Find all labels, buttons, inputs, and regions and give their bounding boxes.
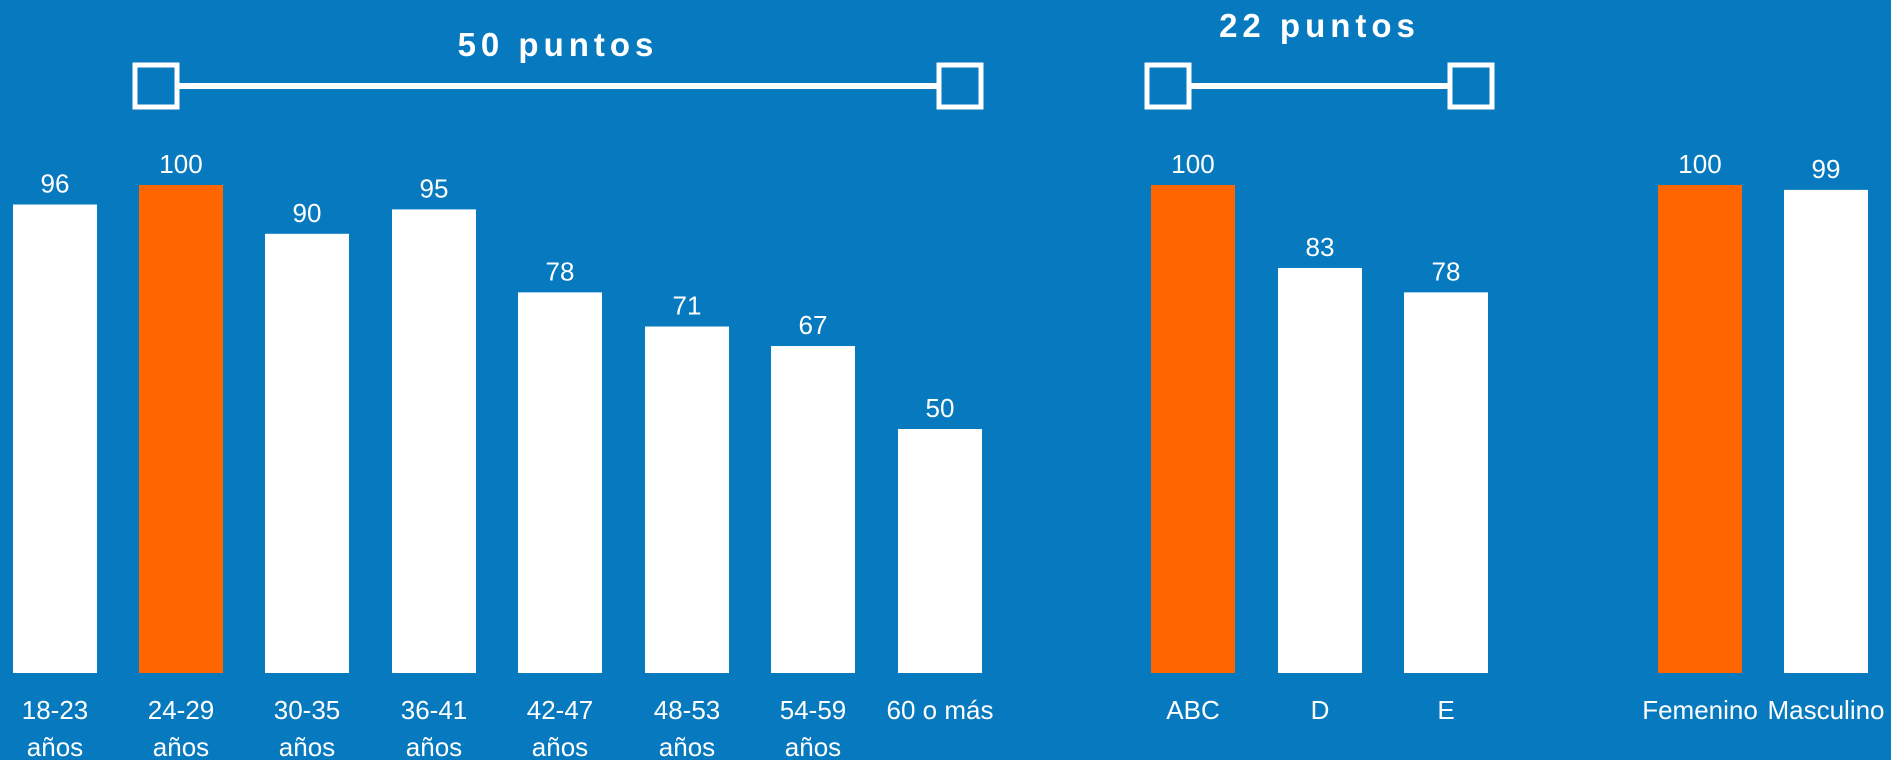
bar bbox=[13, 204, 97, 673]
bar-highlighted bbox=[1151, 185, 1235, 673]
category-label: 30-35 años bbox=[274, 695, 341, 760]
value-label: 100 bbox=[1678, 149, 1721, 179]
value-label: 95 bbox=[420, 173, 449, 203]
bar bbox=[898, 429, 982, 673]
bar bbox=[265, 233, 349, 674]
value-label: 78 bbox=[546, 256, 575, 286]
category-label: E bbox=[1437, 695, 1454, 725]
value-label: 83 bbox=[1306, 232, 1335, 262]
category-label: 54-59 años bbox=[780, 695, 847, 760]
category-label: 18-23 años bbox=[22, 695, 89, 760]
value-label: 100 bbox=[159, 149, 202, 179]
bracket-end-marker bbox=[132, 62, 180, 110]
value-label: 67 bbox=[799, 310, 828, 340]
category-label: 36-41 años bbox=[401, 695, 468, 760]
bracket-end-marker bbox=[1144, 62, 1192, 110]
socioeconomic-chart: 100 ABC 83 D 78 E 22 puntos bbox=[1144, 7, 1495, 725]
value-label: 78 bbox=[1432, 256, 1461, 286]
bar-highlighted bbox=[1658, 185, 1742, 673]
bar bbox=[1404, 292, 1488, 673]
bar bbox=[392, 209, 476, 673]
value-label: 71 bbox=[673, 291, 702, 321]
value-label: 99 bbox=[1812, 154, 1841, 184]
category-label: 48-53 años bbox=[654, 695, 721, 760]
bar bbox=[1784, 189, 1868, 673]
gender-chart: 100 Femenino 99 Masculino bbox=[1642, 149, 1884, 725]
bar bbox=[645, 326, 729, 673]
bar bbox=[518, 292, 602, 673]
bar-highlighted bbox=[139, 185, 223, 673]
category-label: D bbox=[1311, 695, 1330, 725]
category-label: Femenino bbox=[1642, 695, 1758, 725]
age-group-chart: 96 18-23 años 100 24-29 años 90 30-35 años 95 36-4… bbox=[13, 26, 993, 760]
category-label: 24-29 años bbox=[148, 695, 215, 760]
gap-label: 50 puntos bbox=[458, 26, 659, 63]
bar bbox=[1278, 267, 1362, 673]
bar bbox=[771, 346, 855, 673]
value-label: 100 bbox=[1171, 149, 1214, 179]
gap-bracket: 22 puntos bbox=[1144, 7, 1495, 110]
category-label: 42-47 años bbox=[527, 695, 594, 760]
gap-bracket: 50 puntos bbox=[132, 26, 984, 110]
category-label: Masculino bbox=[1767, 695, 1884, 725]
value-label: 90 bbox=[293, 198, 322, 228]
value-label: 96 bbox=[41, 169, 70, 199]
bracket-end-marker bbox=[1447, 62, 1495, 110]
category-label: ABC bbox=[1166, 695, 1219, 725]
value-label: 50 bbox=[926, 393, 955, 423]
gap-label: 22 puntos bbox=[1219, 7, 1420, 44]
category-label: 60 o más bbox=[887, 695, 994, 725]
bracket-end-marker bbox=[936, 62, 984, 110]
